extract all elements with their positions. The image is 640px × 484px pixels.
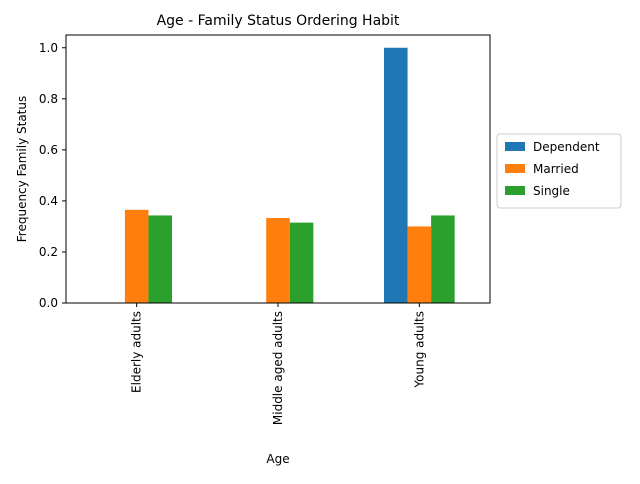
bar-dependent-3 bbox=[384, 47, 408, 304]
legend: Dependent Married Single bbox=[496, 133, 622, 209]
x-axis-label: Age bbox=[266, 452, 289, 466]
bar-married-3 bbox=[407, 226, 432, 303]
legend-swatch-married bbox=[505, 164, 525, 173]
y-tick-label: 0.2 bbox=[39, 245, 58, 259]
bar-married-1 bbox=[124, 209, 149, 303]
legend-label-married: Married bbox=[533, 162, 579, 176]
legend-label-dependent: Dependent bbox=[533, 140, 600, 154]
bar-single-3 bbox=[431, 215, 455, 303]
x-tick-label: Elderly adults bbox=[130, 311, 144, 393]
legend-swatch-dependent bbox=[505, 142, 525, 151]
chart-title: Age - Family Status Ordering Habit bbox=[157, 13, 400, 29]
y-tick-label: 0.6 bbox=[39, 143, 58, 157]
y-tick-label: 0.8 bbox=[39, 92, 58, 106]
y-tick-label: 0.0 bbox=[39, 296, 58, 310]
x-tick-label: Young adults bbox=[412, 311, 426, 389]
legend-label-single: Single bbox=[533, 184, 570, 198]
bar-single-1 bbox=[148, 215, 172, 303]
x-tick-label: Middle aged adults bbox=[271, 311, 285, 425]
legend-swatch-single bbox=[505, 186, 525, 195]
y-tick-label: 0.4 bbox=[39, 194, 58, 208]
bar-single-2 bbox=[289, 222, 314, 303]
y-axis-label: Frequency Family Status bbox=[15, 96, 29, 242]
plot-area: 0.0 0.2 0.4 0.6 0.8 1.0 Elderly adults Middle a… bbox=[39, 34, 491, 425]
bar-married-2 bbox=[266, 218, 290, 303]
y-tick-label: 1.0 bbox=[39, 41, 58, 55]
legend-box bbox=[496, 133, 622, 209]
